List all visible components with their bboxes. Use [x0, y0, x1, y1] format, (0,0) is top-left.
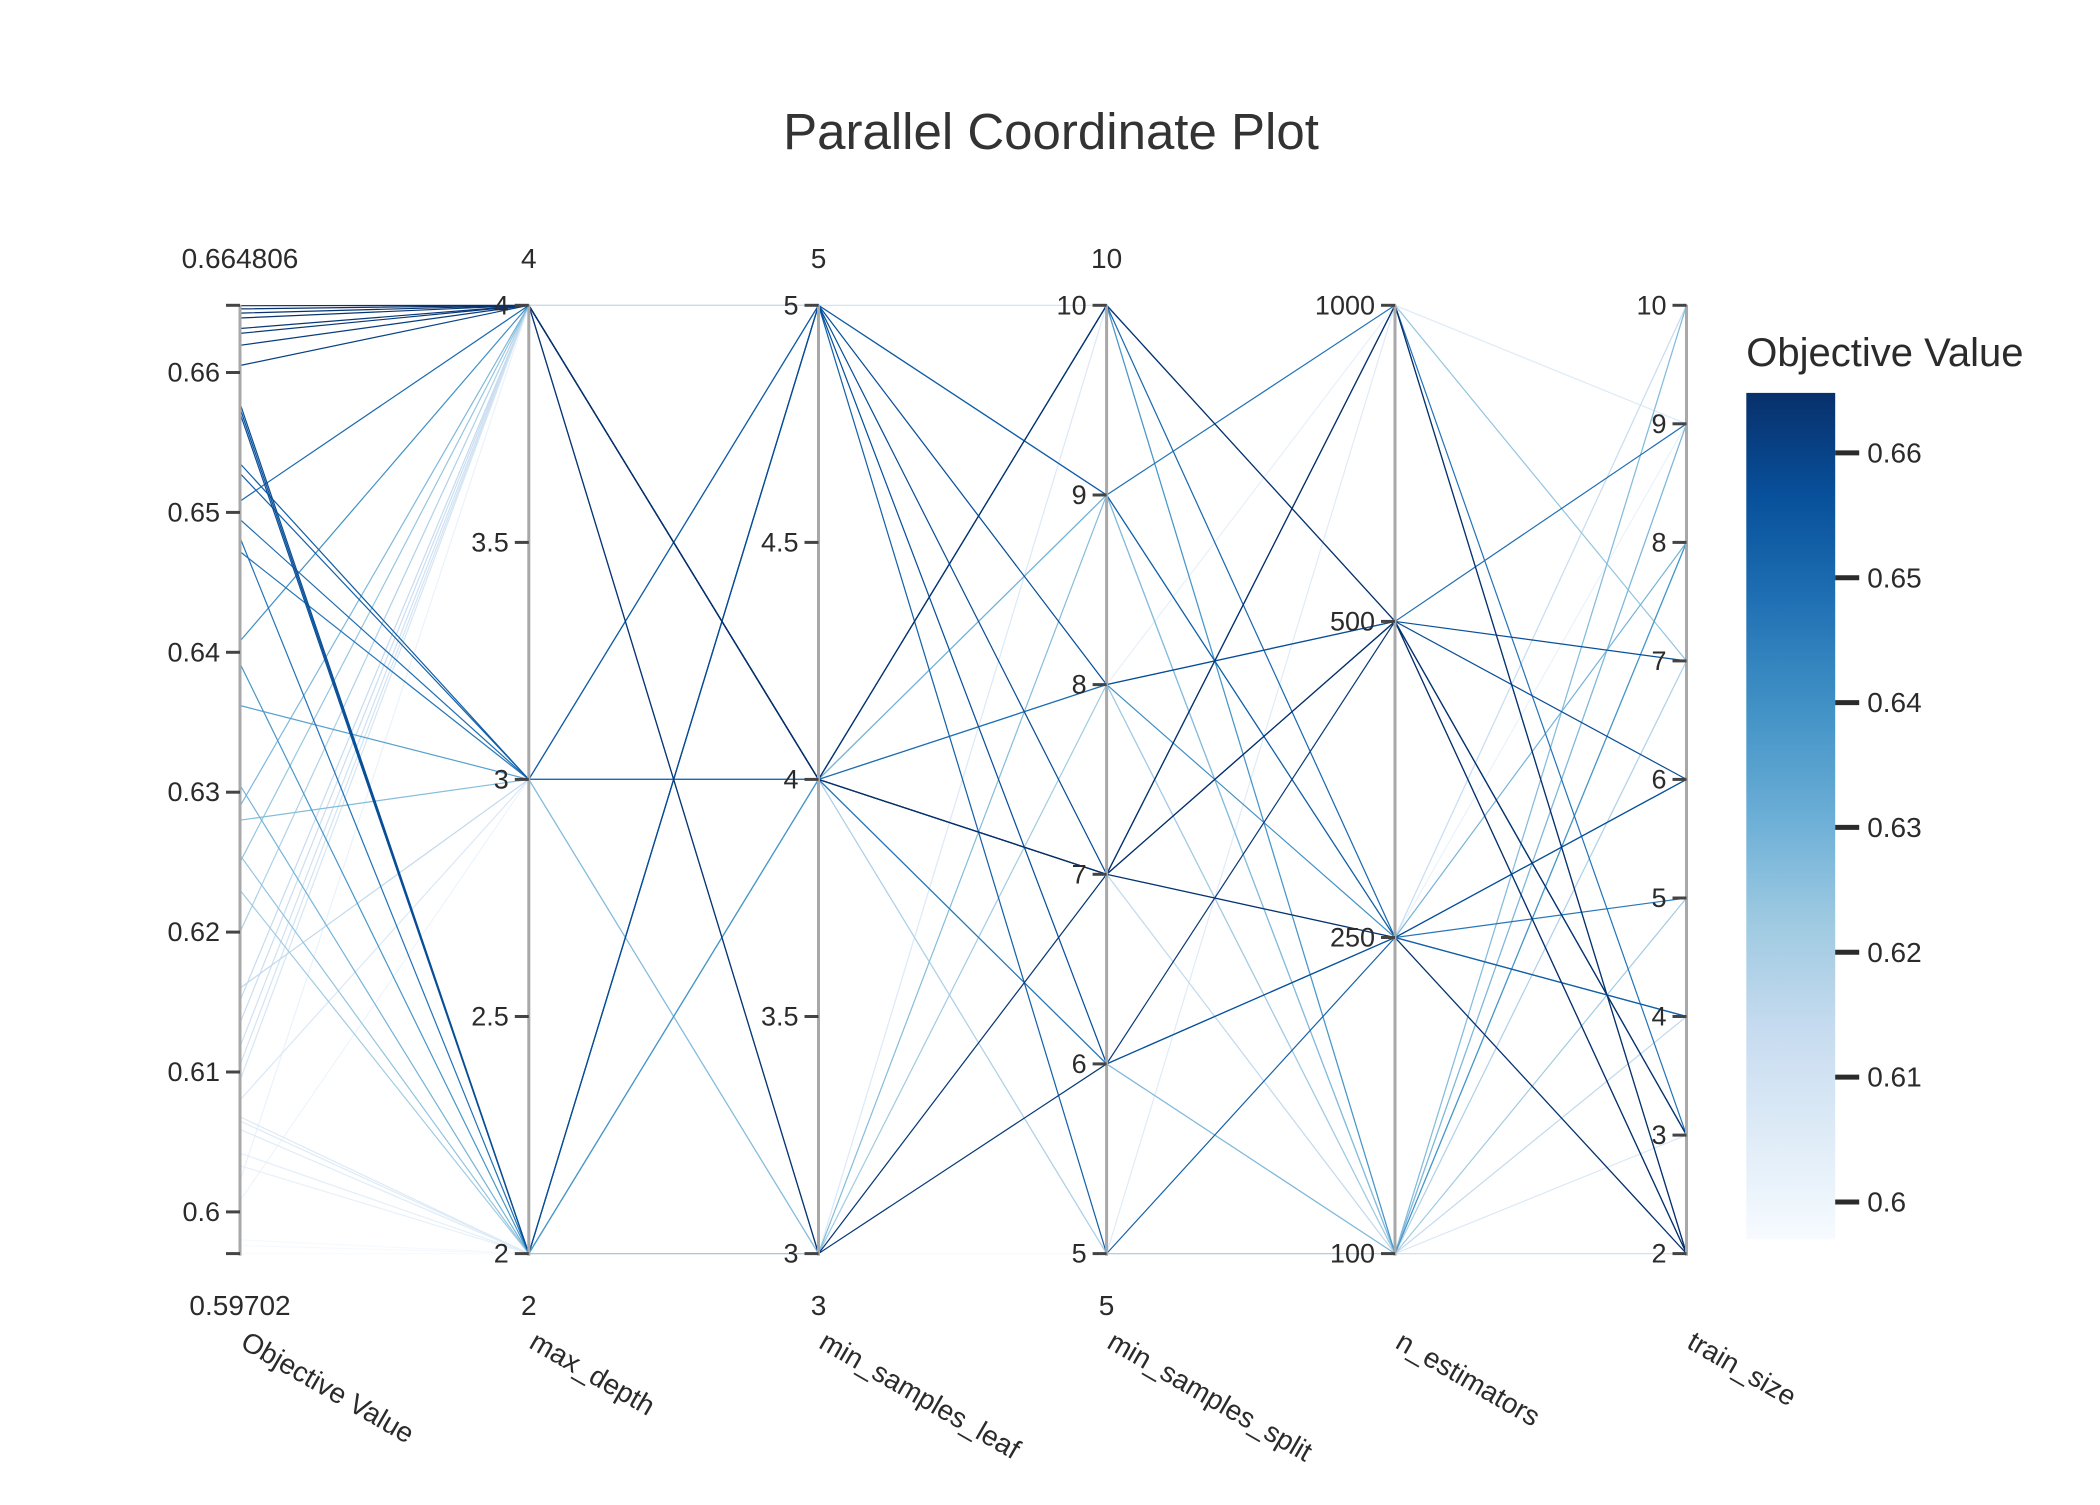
svg-text:2: 2 [494, 1239, 509, 1269]
svg-text:0.65: 0.65 [167, 497, 220, 527]
svg-text:5: 5 [1099, 1290, 1115, 1321]
svg-text:0.6: 0.6 [1867, 1187, 1906, 1218]
svg-text:4: 4 [521, 243, 537, 274]
svg-text:5: 5 [811, 243, 827, 274]
svg-text:4: 4 [783, 764, 798, 794]
svg-text:0.6: 0.6 [182, 1197, 220, 1227]
svg-text:0.66: 0.66 [167, 358, 220, 388]
svg-text:250: 250 [1330, 923, 1375, 953]
svg-text:0.62: 0.62 [1867, 937, 1922, 968]
svg-text:6: 6 [1072, 1049, 1087, 1079]
svg-text:2: 2 [1651, 1239, 1666, 1269]
svg-text:5: 5 [783, 290, 798, 320]
svg-text:3: 3 [783, 1239, 798, 1269]
svg-text:0.61: 0.61 [1867, 1062, 1922, 1093]
svg-text:0.65: 0.65 [1867, 562, 1922, 593]
svg-text:3.5: 3.5 [471, 527, 509, 557]
svg-text:0.64: 0.64 [1867, 687, 1922, 718]
svg-text:7: 7 [1072, 859, 1087, 889]
svg-text:0.61: 0.61 [167, 1057, 220, 1087]
svg-text:9: 9 [1072, 480, 1087, 510]
svg-text:3: 3 [811, 1290, 827, 1321]
svg-text:0.63: 0.63 [1867, 812, 1922, 843]
svg-text:Parallel Coordinate Plot: Parallel Coordinate Plot [783, 103, 1319, 160]
svg-text:3.5: 3.5 [761, 1002, 799, 1032]
svg-text:6: 6 [1651, 764, 1666, 794]
svg-text:0.66: 0.66 [1867, 437, 1922, 468]
svg-text:0.62: 0.62 [167, 917, 220, 947]
svg-text:5: 5 [1072, 1239, 1087, 1269]
svg-text:5: 5 [1651, 883, 1666, 913]
svg-text:9: 9 [1651, 409, 1666, 439]
svg-text:3: 3 [494, 764, 509, 794]
svg-text:10: 10 [1091, 243, 1122, 274]
svg-text:4: 4 [1651, 1002, 1666, 1032]
svg-text:8: 8 [1072, 670, 1087, 700]
svg-text:4: 4 [494, 290, 509, 320]
svg-text:0.664806: 0.664806 [182, 243, 299, 274]
svg-text:8: 8 [1651, 527, 1666, 557]
svg-text:0.59702: 0.59702 [189, 1290, 290, 1321]
svg-text:500: 500 [1330, 606, 1375, 636]
svg-text:0.64: 0.64 [167, 637, 220, 667]
svg-text:0.63: 0.63 [167, 777, 220, 807]
svg-text:2: 2 [521, 1290, 537, 1321]
svg-text:3: 3 [1651, 1120, 1666, 1150]
svg-text:4.5: 4.5 [761, 527, 799, 557]
svg-text:10: 10 [1636, 290, 1666, 320]
svg-text:10: 10 [1057, 290, 1087, 320]
svg-text:1000: 1000 [1315, 290, 1375, 320]
svg-text:Objective Value: Objective Value [1746, 331, 2023, 375]
svg-text:7: 7 [1651, 646, 1666, 676]
svg-text:100: 100 [1330, 1239, 1375, 1269]
svg-text:2.5: 2.5 [471, 1002, 509, 1032]
